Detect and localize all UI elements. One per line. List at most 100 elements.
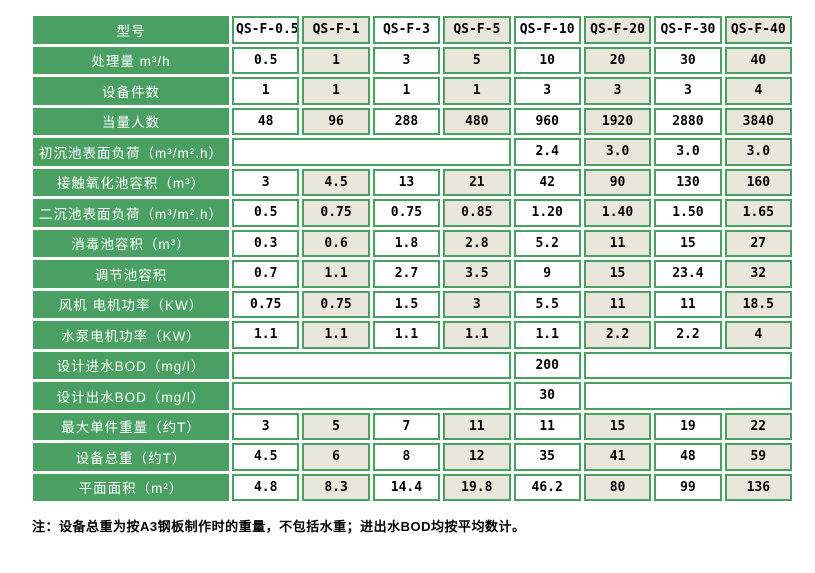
data-cell: 11 (443, 412, 511, 440)
data-cell: 200 (513, 351, 581, 379)
data-cell: 9 (513, 260, 581, 288)
model-header-cell: QS-F-20 (583, 16, 652, 44)
model-header-cell: QS-F-5 (443, 16, 511, 44)
data-cell: 15 (583, 412, 652, 440)
data-cell: 1.1 (302, 321, 370, 349)
data-cell: 18.5 (724, 290, 792, 318)
data-cell: 4 (724, 321, 792, 349)
data-cell: 10 (513, 46, 581, 74)
table-row: 处理量 m³/h 0.5 1 3 5 10 20 30 40 (33, 46, 792, 74)
row-label-cell: 接触氧化池容积（m³） (33, 168, 229, 196)
data-cell: 160 (724, 168, 792, 196)
data-cell: 3.0 (654, 138, 722, 166)
model-header-cell: QS-F-40 (724, 16, 792, 44)
spec-table: 型号 QS-F-0.5 QS-F-1 QS-F-3 QS-F-5 QS-F-10 QS-F-… (30, 13, 795, 504)
data-cell: 27 (724, 229, 792, 257)
data-cell: 12 (443, 443, 511, 471)
data-cell: 0.6 (302, 229, 370, 257)
data-cell: 3 (513, 77, 581, 105)
data-cell: 0.75 (302, 199, 370, 227)
data-cell: 11 (583, 229, 652, 257)
data-cell: 1.1 (302, 260, 370, 288)
data-cell: 1920 (583, 107, 652, 135)
data-cell: 14.4 (372, 473, 441, 501)
data-cell: 0.5 (232, 199, 300, 227)
row-label-cell: 设备总重（约T） (33, 443, 229, 471)
table-row: 设计进水BOD（mg/l） 200 (33, 351, 792, 379)
data-cell: 15 (654, 229, 722, 257)
data-cell: 5.2 (513, 229, 581, 257)
data-cell (583, 382, 792, 410)
data-cell: 1 (302, 77, 370, 105)
row-label-cell: 处理量 m³/h (33, 46, 229, 74)
table-row: 当量人数 48 96 288 480 960 1920 2880 3840 (33, 107, 792, 135)
data-cell: 5 (302, 412, 370, 440)
row-label-cell: 设备件数 (33, 77, 229, 105)
data-cell: 1.1 (513, 321, 581, 349)
data-cell: 4.5 (302, 168, 370, 196)
data-cell: 3.5 (443, 260, 511, 288)
data-cell: 1.20 (513, 199, 581, 227)
data-cell: 288 (372, 107, 441, 135)
data-cell: 80 (583, 473, 652, 501)
data-cell: 32 (724, 260, 792, 288)
data-cell: 2.2 (583, 321, 652, 349)
data-cell: 1 (232, 77, 300, 105)
data-cell: 1 (443, 77, 511, 105)
data-cell: 1.8 (372, 229, 441, 257)
row-label-cell: 平面面积（m²） (33, 473, 229, 501)
table-row: 最大单件重量（约T） 3 5 7 11 11 15 19 22 (33, 412, 792, 440)
data-cell: 1 (372, 77, 441, 105)
data-cell: 21 (443, 168, 511, 196)
data-cell: 59 (724, 443, 792, 471)
table-row: 风机 电机功率（KW） 0.75 0.75 1.5 3 5.5 11 11 18.5 (33, 290, 792, 318)
table-row: 水泵电机功率（KW） 1.1 1.1 1.1 1.1 1.1 2.2 2.2 4 (33, 321, 792, 349)
data-cell: 11 (654, 290, 722, 318)
row-label-cell: 设计出水BOD（mg/l） (33, 382, 229, 410)
data-cell: 0.5 (232, 46, 300, 74)
row-label-cell: 水泵电机功率（KW） (33, 321, 229, 349)
data-cell: 48 (232, 107, 300, 135)
data-cell: 0.75 (232, 290, 300, 318)
table-row: 平面面积（m²） 4.8 8.3 14.4 19.8 46.2 80 99 136 (33, 473, 792, 501)
data-cell: 1.1 (443, 321, 511, 349)
row-label-cell: 最大单件重量（约T） (33, 412, 229, 440)
data-cell: 2880 (654, 107, 722, 135)
data-cell: 90 (583, 168, 652, 196)
row-label-cell: 初沉池表面负荷（m³/m².h） (33, 138, 229, 166)
table-row: 调节池容积 0.7 1.1 2.7 3.5 9 15 23.4 32 (33, 260, 792, 288)
data-cell: 35 (513, 443, 581, 471)
data-cell: 3 (372, 46, 441, 74)
table-row: 设备总重（约T） 4.5 6 8 12 35 41 48 59 (33, 443, 792, 471)
data-cell (583, 351, 792, 379)
data-cell: 41 (583, 443, 652, 471)
data-cell: 3 (232, 412, 300, 440)
data-cell: 0.75 (372, 199, 441, 227)
data-cell: 46.2 (513, 473, 581, 501)
data-cell: 96 (302, 107, 370, 135)
row-label-cell: 二沉池表面负荷（m³/m².h） (33, 199, 229, 227)
data-cell: 3 (443, 290, 511, 318)
data-cell: 20 (583, 46, 652, 74)
table-row: 二沉池表面负荷（m³/m².h） 0.5 0.75 0.75 0.85 1.20 1.40 1… (33, 199, 792, 227)
data-cell (232, 138, 511, 166)
footnote: 注：设备总重为按A3钢板制作时的重量，不包括水重；进出水BOD均按平均数计。 (32, 519, 526, 534)
data-cell: 0.7 (232, 260, 300, 288)
data-cell: 5.5 (513, 290, 581, 318)
data-cell: 99 (654, 473, 722, 501)
data-cell: 0.3 (232, 229, 300, 257)
data-cell: 7 (372, 412, 441, 440)
data-cell: 6 (302, 443, 370, 471)
data-cell: 42 (513, 168, 581, 196)
row-label-cell: 风机 电机功率（KW） (33, 290, 229, 318)
table-row: 型号 QS-F-0.5 QS-F-1 QS-F-3 QS-F-5 QS-F-10 QS-F-… (33, 16, 792, 44)
table-row: 接触氧化池容积（m³） 3 4.5 13 21 42 90 130 160 (33, 168, 792, 196)
data-cell: 5 (443, 46, 511, 74)
data-cell: 11 (583, 290, 652, 318)
row-label-cell: 设计进水BOD（mg/l） (33, 351, 229, 379)
table-row: 设计出水BOD（mg/l） 30 (33, 382, 792, 410)
data-cell: 19 (654, 412, 722, 440)
data-cell: 1.50 (654, 199, 722, 227)
table-row: 初沉池表面负荷（m³/m².h） 2.4 3.0 3.0 3.0 (33, 138, 792, 166)
data-cell: 22 (724, 412, 792, 440)
